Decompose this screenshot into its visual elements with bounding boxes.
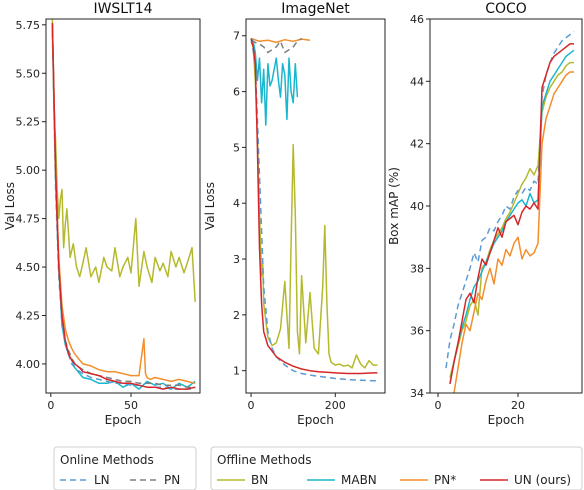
series-line-ln — [250, 38, 378, 382]
series-group — [250, 37, 378, 382]
series-line-bn — [449, 61, 574, 378]
legend-title: Online Methods — [60, 453, 154, 467]
series-group — [51, 19, 196, 390]
y-tick-label: 4.25 — [16, 309, 41, 322]
legend-frame — [53, 446, 197, 490]
y-tick-label: 4.75 — [16, 213, 41, 226]
x-tick-label: 50 — [124, 399, 138, 412]
plot-frame — [245, 18, 386, 394]
panel-title: COCO — [485, 1, 527, 17]
x-axis-title: Epoch — [488, 413, 525, 427]
x-tick-label: 0 — [435, 399, 442, 412]
series-line-un-ours — [449, 43, 574, 384]
y-tick-label: 5.25 — [16, 116, 41, 129]
series-line-pn — [51, 24, 196, 385]
series-line-bn — [51, 19, 196, 302]
y-tick-label: 34 — [410, 387, 424, 400]
series-line-un-ours — [51, 22, 196, 390]
panel-iwslt14: 4.00 4.25 4.50 4.75 5.00 5.25 5.50 5.75 0 50 IWSLT… — [3, 1, 201, 427]
x-tick-label: 200 — [325, 399, 346, 412]
series-group — [445, 30, 575, 393]
x-tick-label: 0 — [47, 399, 54, 412]
y-tick-label: 1 — [233, 365, 240, 378]
y-tick-label: 4.00 — [16, 358, 41, 371]
legends-group: Online Methods LN PN Offline Methods BN MABN P… — [53, 446, 583, 490]
y-tick-label: 44 — [410, 75, 424, 88]
legend-label-mabn: MABN — [341, 473, 377, 487]
y-tick-label: 5.75 — [16, 19, 41, 32]
series-line-ln — [51, 34, 196, 390]
y-tick-label: 38 — [410, 262, 424, 275]
y-axis-title: Val Loss — [203, 182, 217, 230]
y-tick-label: 4 — [233, 197, 240, 210]
series-line-pn — [453, 71, 574, 393]
y-tick-label: 36 — [410, 325, 424, 338]
y-tick-label: 3 — [233, 253, 240, 266]
panel-title: IWSLT14 — [93, 1, 152, 17]
y-axis-title: Val Loss — [3, 182, 17, 230]
series-line-mabn — [51, 24, 196, 390]
y-tick-label: 42 — [410, 138, 424, 151]
legend-title: Offline Methods — [217, 453, 311, 467]
legend-label-pn: PN* — [434, 473, 456, 487]
y-tick-label: 4.50 — [16, 261, 41, 274]
legend-online: Online Methods LN PN — [53, 446, 197, 490]
series-line-un-ours — [250, 38, 378, 375]
series-line-pn — [250, 37, 303, 54]
x-axis-title: Epoch — [105, 413, 142, 427]
y-axis-title: Box mAP (%) — [387, 167, 401, 245]
legend-offline: Offline Methods BN MABN PN* UN (ours) — [210, 446, 583, 490]
panels-group: 4.004.254.504.755.005.255.505.750 50IWSLT… — [3, 1, 583, 427]
y-tick-label: 7 — [233, 30, 240, 43]
series-line-pn — [51, 30, 196, 388]
x-tick-label: 0 — [248, 399, 255, 412]
y-tick-label: 40 — [410, 200, 424, 213]
legend-label-pn: PN — [164, 473, 180, 487]
panel-title: ImageNet — [281, 1, 350, 17]
y-tick-label: 46 — [410, 13, 424, 26]
legend-label-un-ours: UN (ours) — [514, 473, 571, 487]
panel-coco: 34 36 38 40 42 44 46 0 20 COCO Epoch Box mAP (%) — [387, 1, 583, 427]
y-tick-label: 6 — [233, 86, 240, 99]
plot-frame — [45, 18, 201, 394]
panel-imagenet: 1 2 3 4 5 6 7 0 200 ImageNet Epoch Val Loss — [203, 1, 386, 427]
y-tick-label: 2 — [233, 309, 240, 322]
y-tick-label: 5.00 — [16, 164, 41, 177]
legend-label-ln: LN — [94, 473, 110, 487]
y-tick-label: 5 — [233, 141, 240, 154]
x-axis-title: Epoch — [297, 413, 334, 427]
series-line-mabn — [250, 38, 299, 126]
y-tick-label: 5.50 — [16, 67, 41, 80]
x-tick-label: 20 — [511, 399, 525, 412]
series-line-bn — [250, 41, 378, 369]
legend-label-bn: BN — [251, 473, 268, 487]
series-line-mabn — [449, 49, 575, 384]
series-line-ln — [445, 30, 575, 369]
